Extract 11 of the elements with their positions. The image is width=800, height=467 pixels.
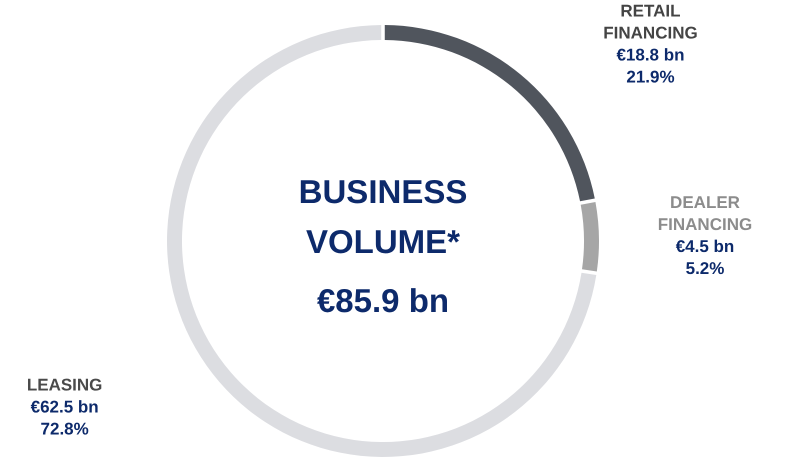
text: BUSINESS VOLUME* xyxy=(298,173,468,260)
data-label: €4.5 bn xyxy=(676,236,734,256)
data-label: €62.5 bn xyxy=(30,397,99,416)
data-label: €18.8 bn xyxy=(616,45,685,64)
text: 5.2% xyxy=(686,258,724,278)
text: 21.9% xyxy=(626,67,675,86)
text: €85.9 bn xyxy=(316,282,450,319)
text: 72.8% xyxy=(40,419,89,438)
slice-label: RETAIL FINANCING xyxy=(603,1,698,42)
slice-label: DEALER FINANCING xyxy=(658,192,752,234)
slice-label: LEASING xyxy=(26,375,102,394)
